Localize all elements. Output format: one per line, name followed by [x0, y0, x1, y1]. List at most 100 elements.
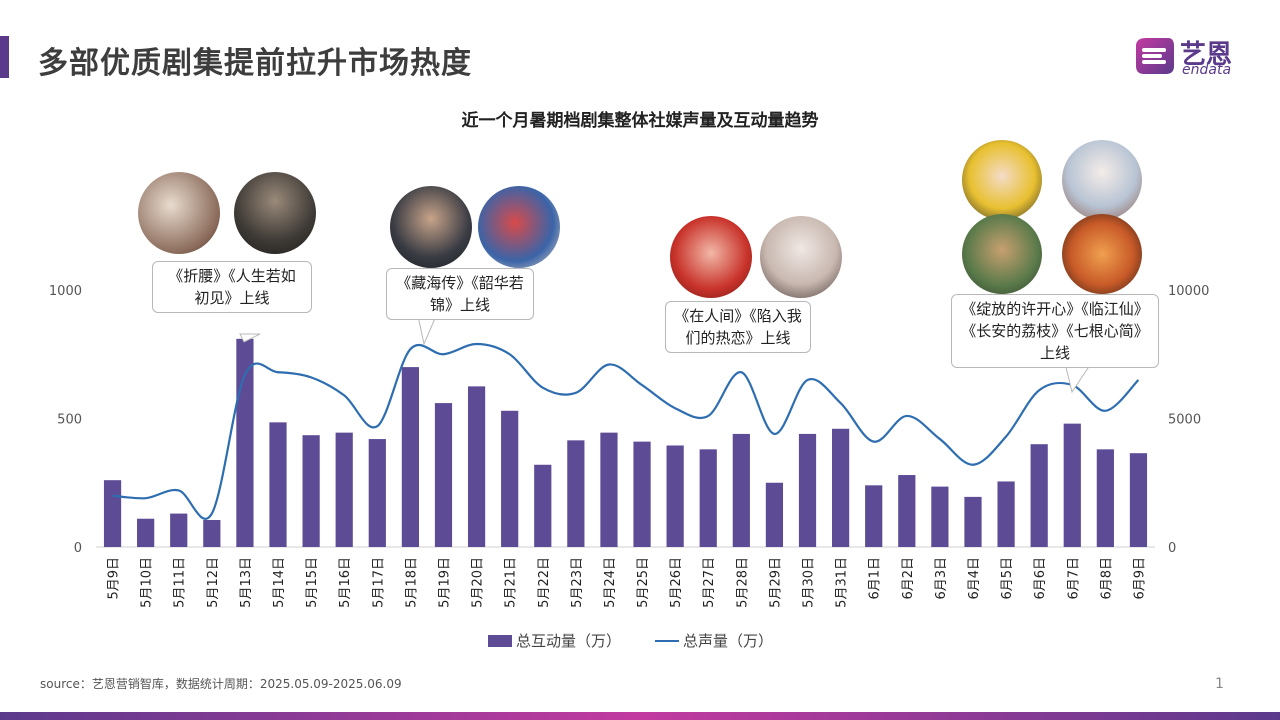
x-axis-tick-label: 5月19日	[437, 557, 452, 608]
bar	[1030, 444, 1048, 547]
chart-title: 近一个月暑期档剧集整体社媒声量及互动量趋势	[461, 111, 819, 131]
bottom-band	[0, 712, 1280, 720]
bar	[600, 432, 618, 547]
bar	[832, 428, 850, 547]
bar	[434, 403, 453, 547]
x-axis-tick-label: 5月11日	[173, 557, 188, 608]
bar	[699, 449, 717, 547]
bar	[335, 432, 353, 547]
drama-poster-avatar	[962, 140, 1042, 220]
bar	[666, 445, 684, 547]
bar	[467, 386, 486, 547]
logo-text-en: endata	[1182, 62, 1232, 78]
bar	[170, 513, 188, 547]
callout-pointer	[417, 315, 437, 346]
bar	[1096, 449, 1114, 547]
bar	[302, 435, 320, 547]
callout-4: 《绽放的许开心》《临江仙》《长安的荔枝》《七根心简》上线	[951, 294, 1159, 368]
drama-poster-avatar	[1062, 214, 1142, 294]
callout-2: 《藏海传》《韶华若锦》上线	[386, 268, 534, 320]
bar	[732, 433, 750, 547]
bar	[401, 367, 419, 547]
title-accent-bar	[0, 36, 9, 78]
volume-line	[112, 342, 1140, 520]
x-axis-tick-label: 5月27日	[702, 557, 717, 608]
x-axis-tick-label: 5月16日	[338, 557, 353, 608]
x-axis-tick-label: 5月31日	[835, 557, 850, 608]
bar	[103, 480, 122, 547]
left-axis-tick-label: 1000	[49, 284, 82, 299]
x-axis-tick-label: 6月3日	[934, 557, 949, 600]
callout-3: 《在人间》《陷入我们的热恋》上线	[665, 301, 811, 353]
x-axis-tick-label: 5月28日	[735, 557, 750, 608]
bar	[203, 520, 221, 547]
x-axis-tick-label: 5月10日	[140, 557, 155, 608]
bar	[865, 485, 883, 547]
x-axis-tick-label: 5月26日	[669, 557, 684, 608]
source-note: source：艺恩营销智库，数据统计周期：2025.05.09-2025.06.…	[40, 677, 402, 691]
bar	[236, 338, 254, 547]
drama-poster-avatar	[390, 186, 472, 268]
bar	[931, 486, 949, 547]
x-axis-tick-label: 5月13日	[239, 557, 254, 608]
callout-pointer	[239, 333, 261, 343]
drama-poster-avatar	[670, 216, 752, 298]
legend-swatch-bar	[488, 634, 512, 647]
bar	[997, 481, 1015, 547]
x-axis-tick-label: 5月20日	[471, 557, 486, 608]
x-axis-tick-label: 6月9日	[1132, 557, 1147, 600]
x-axis-tick-label: 5月25日	[636, 557, 651, 608]
x-axis-tick-label: 5月29日	[768, 557, 783, 608]
x-axis-tick-label: 5月23日	[570, 557, 585, 608]
right-axis-tick-label: 10000	[1168, 284, 1209, 299]
drama-poster-avatar	[234, 172, 316, 254]
x-axis-tick-label: 5月15日	[305, 557, 320, 608]
x-axis-tick-label: 6月8日	[1099, 557, 1114, 600]
x-axis-tick-label: 6月6日	[1033, 557, 1048, 600]
x-axis-tick-label: 5月30日	[802, 557, 817, 608]
right-axis-tick-label: 5000	[1168, 413, 1201, 428]
bar	[137, 518, 155, 547]
legend-swatch-line	[655, 639, 680, 642]
drama-poster-avatar	[760, 216, 842, 298]
bar	[501, 410, 519, 547]
legend-label-interactions: 总互动量（万）	[516, 632, 622, 650]
x-axis-tick-label: 6月7日	[1066, 557, 1081, 600]
x-axis-tick-label: 5月18日	[404, 557, 419, 608]
x-axis-tick-label: 5月22日	[537, 557, 552, 608]
drama-poster-avatar	[138, 172, 220, 254]
left-axis-tick-label: 0	[74, 541, 82, 556]
bar	[765, 482, 784, 547]
x-axis-tick-label: 6月5日	[1000, 557, 1015, 600]
drama-poster-avatar	[1062, 140, 1142, 220]
legend-label-volume: 总声量（万）	[683, 632, 774, 650]
x-axis-tick-label: 5月17日	[371, 557, 386, 608]
x-axis-tick-label: 6月2日	[901, 557, 916, 600]
logo-text-cn: 艺恩	[1180, 40, 1233, 70]
bar	[534, 464, 552, 547]
x-axis-tick-label: 6月4日	[967, 557, 982, 600]
left-axis-tick-label: 500	[57, 413, 82, 428]
callout-1: 《折腰》《人生若如初见》上线	[152, 261, 312, 313]
bar	[1063, 423, 1081, 547]
bar	[368, 439, 386, 547]
bar	[633, 441, 651, 547]
bar	[567, 440, 585, 547]
x-axis-tick-label: 5月12日	[206, 557, 221, 608]
x-axis-tick-label: 5月24日	[603, 557, 618, 608]
x-axis-tick-label: 5月14日	[272, 557, 287, 608]
bar	[798, 433, 817, 547]
endata-logo-icon	[1136, 38, 1174, 74]
x-axis-tick-label: 6月1日	[868, 557, 883, 600]
page-title: 多部优质剧集提前拉升市场热度	[38, 46, 472, 81]
bar	[964, 496, 982, 547]
bar	[898, 475, 916, 547]
page-number: 1	[1215, 676, 1224, 692]
drama-poster-avatar	[478, 186, 560, 268]
chart-legend: 总互动量（万） 总声量（万）	[488, 630, 773, 651]
right-axis-tick-label: 0	[1168, 541, 1176, 556]
bar	[1129, 453, 1148, 547]
x-axis-tick-label: 5月21日	[504, 557, 519, 608]
drama-poster-avatar	[962, 214, 1042, 294]
x-axis-tick-label: 5月9日	[107, 557, 122, 600]
